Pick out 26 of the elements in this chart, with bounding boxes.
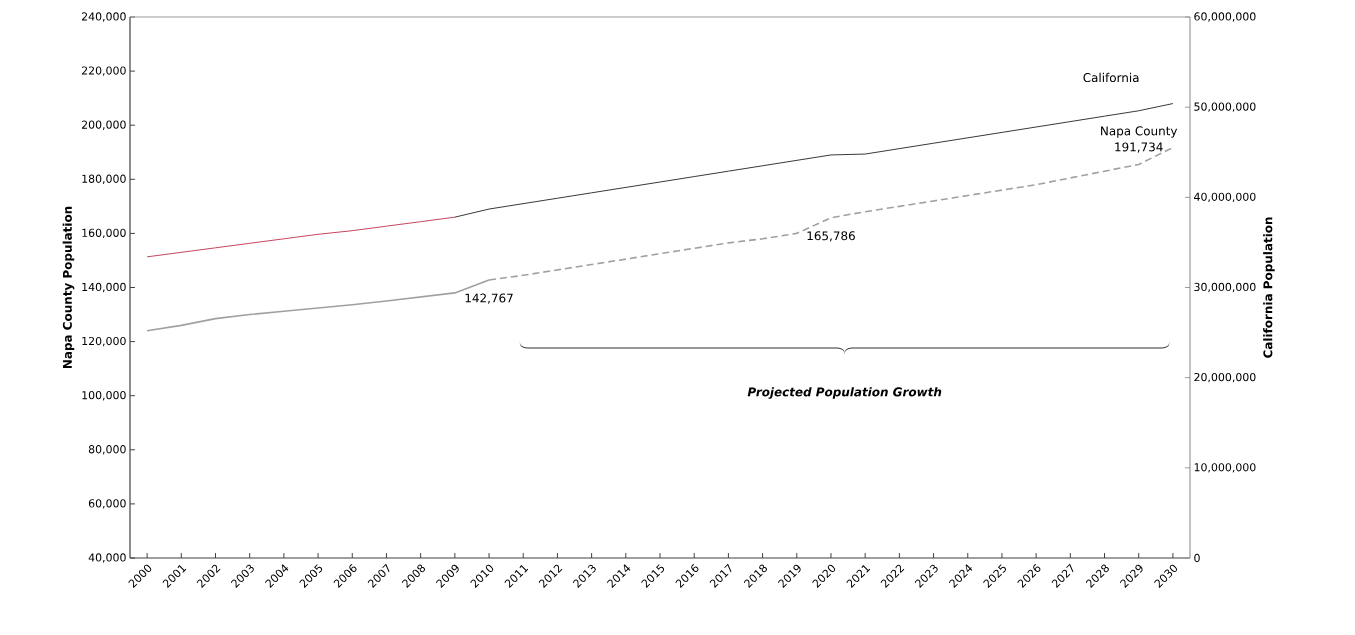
y-tick-label: 200,000: [81, 120, 126, 130]
y2-axis-title: California Population: [1263, 217, 1275, 358]
y-tick-label: 120,000: [82, 336, 126, 347]
series-label: Napa County: [1101, 126, 1178, 138]
y-tick-label: 180,000: [82, 174, 126, 184]
annotation: Projected Population Growth: [747, 387, 942, 399]
y2-tick-label: 60,000,000: [1194, 12, 1256, 22]
y2-tick-label: 50,000,000: [1194, 102, 1256, 112]
y-tick-label: 240,000: [81, 12, 126, 22]
y-tick-label: 140,000: [82, 282, 126, 293]
y-tick-label: 100,000: [82, 391, 126, 401]
y2-tick-label: 0: [1194, 553, 1200, 563]
y2-tick-label: 30,000,000: [1194, 282, 1256, 293]
y-tick-label: 160,000: [82, 228, 126, 239]
data-label: 191,734: [1115, 142, 1163, 153]
data-label: 165,786: [807, 231, 855, 242]
y2-tick-label: 40,000,000: [1194, 192, 1256, 203]
y-axis-title: Napa County Population: [62, 206, 75, 369]
data-label: 142,767: [465, 293, 513, 304]
y-tick-label: 220,000: [81, 66, 126, 76]
y-tick-label: 80,000: [88, 445, 126, 455]
y2-tick-label: 20,000,000: [1194, 372, 1256, 383]
text: California: [1083, 72, 1139, 83]
y-tick-label: 60,000: [88, 499, 126, 509]
y-tick-label: 40,000: [88, 553, 126, 563]
y2-tick-label: 10,000,000: [1194, 463, 1256, 473]
